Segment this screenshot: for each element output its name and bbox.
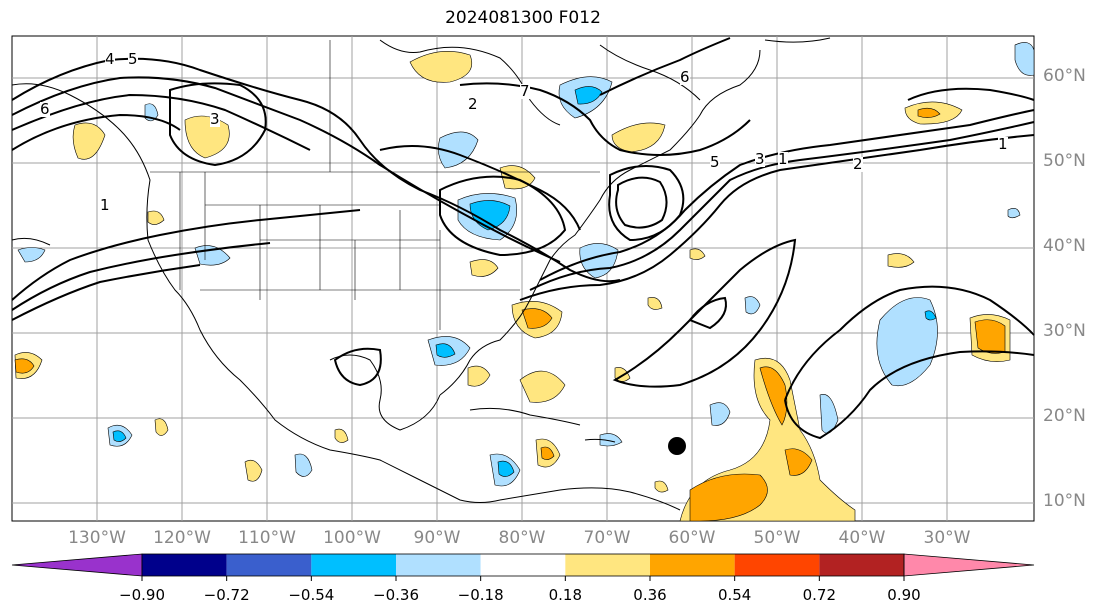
contour-label: 2: [468, 95, 478, 113]
lon-label-110w: 110°W: [238, 528, 296, 548]
positive-anomaly-patch: [409, 51, 473, 83]
colorbar-tick-label: 0.72: [802, 586, 837, 604]
colorbar-segment: [480, 554, 566, 576]
colorbar-tick-label: −0.72: [203, 586, 250, 604]
contour-label: 1: [100, 196, 110, 214]
negative-anomaly-patch: [497, 460, 515, 477]
lon-label-130w: 130°W: [68, 528, 126, 548]
contour-label: 3: [755, 150, 765, 168]
contour-label: 1: [998, 135, 1008, 153]
contour-label: 6: [680, 68, 690, 86]
positive-anomaly-patch: [689, 248, 706, 260]
negative-anomaly-patch: [876, 297, 938, 387]
positive-anomaly-patch: [917, 107, 941, 118]
lon-label-60w: 60°W: [668, 528, 716, 548]
negative-anomaly-patch: [112, 430, 127, 442]
storm-center-marker: [668, 437, 686, 455]
colorbar-segment: [396, 554, 481, 576]
lat-label-40n: 40°N: [1043, 236, 1086, 256]
positive-anomaly-patch: [654, 480, 669, 493]
lat-label-30n: 30°N: [1043, 321, 1086, 341]
colorbar-extend-high: [903, 553, 1035, 577]
colorbar-tick-label: 0.18: [548, 586, 583, 604]
positive-anomaly-patch: [647, 297, 663, 310]
coastlines: [11, 37, 831, 511]
positive-anomaly-patch: [334, 428, 349, 443]
contour-label: 1: [778, 150, 788, 168]
positive-anomaly-patch: [611, 122, 666, 153]
colorbar-tick-label: −0.36: [373, 586, 419, 604]
contour-label: 2: [853, 155, 863, 173]
colorbar-tick-label: 0.54: [717, 586, 752, 604]
negative-anomaly-patch: [819, 393, 839, 434]
colorbar-segment: [650, 554, 735, 576]
positive-anomaly-patch: [72, 122, 106, 160]
anomaly-shading: [14, 42, 1035, 522]
colorbar-tick-label: −0.54: [288, 586, 335, 604]
lon-label-100w: 100°W: [323, 528, 381, 548]
positive-anomaly-patch: [689, 473, 768, 522]
colorbar-segment: [226, 554, 312, 576]
positive-anomaly-patch: [519, 370, 566, 403]
lat-label-50n: 50°N: [1043, 151, 1086, 171]
colorbar-extend-low: [11, 553, 143, 577]
colorbar-tick-label: −0.18: [457, 586, 504, 604]
graticule: [12, 36, 1034, 521]
contour-label: 5: [710, 153, 720, 171]
negative-anomaly-patch: [294, 453, 313, 477]
negative-anomaly-patch: [924, 310, 937, 321]
map-title: 2024081300 F012: [445, 8, 601, 28]
lat-label-10n: 10°N: [1043, 491, 1086, 511]
colorbar-tick-label: 0.36: [633, 586, 667, 604]
negative-anomaly-patch: [17, 247, 46, 263]
colorbar-segment: [819, 554, 904, 576]
positive-anomaly-patch: [467, 365, 491, 387]
contour-label: 3: [210, 110, 220, 128]
lon-label-30w: 30°W: [923, 528, 971, 548]
colorbar-tick-label: 0.90: [887, 586, 921, 604]
negative-anomaly-patch: [709, 402, 731, 426]
positive-anomaly-patch: [974, 319, 1006, 354]
positive-anomaly-patch: [244, 459, 263, 482]
positive-anomaly-patch: [147, 210, 165, 225]
contour-label: 5: [128, 50, 138, 68]
positive-anomaly-patch: [469, 259, 499, 277]
positive-anomaly-patch: [14, 358, 35, 374]
colorbar-segment: [734, 554, 820, 576]
lat-label-20n: 20°N: [1043, 406, 1086, 426]
colorbar: [11, 553, 1035, 581]
lon-label-40w: 40°W: [838, 528, 886, 548]
lon-label-90w: 90°W: [413, 528, 461, 548]
negative-anomaly-patch: [435, 343, 456, 358]
negative-anomaly-patch: [1014, 42, 1035, 76]
contour-label: 4: [105, 50, 115, 68]
positive-anomaly-patch: [521, 308, 553, 329]
lon-label-70w: 70°W: [583, 528, 631, 548]
negative-anomaly-patch: [574, 86, 603, 105]
negative-anomaly-patch: [438, 131, 479, 169]
colorbar-segment: [311, 554, 396, 576]
lat-label-60n: 60°N: [1043, 66, 1086, 86]
lon-label-80w: 80°W: [498, 528, 546, 548]
positive-anomaly-patch: [540, 446, 555, 460]
colorbar-segment: [142, 554, 227, 576]
negative-anomaly-patch: [599, 433, 623, 447]
positive-anomaly-patch: [887, 253, 915, 268]
map-frame: [11, 35, 1035, 522]
positive-anomaly-patch: [784, 448, 813, 476]
contour-label: 7: [520, 82, 530, 100]
lon-label-120w: 120°W: [153, 528, 211, 548]
negative-anomaly-patch: [744, 296, 761, 315]
contour-label: 6: [40, 100, 50, 118]
colorbar-tick-label: −0.90: [119, 586, 165, 604]
lon-label-50w: 50°W: [753, 528, 801, 548]
negative-anomaly-patch: [1007, 208, 1021, 219]
colorbar-segment: [565, 554, 650, 576]
positive-anomaly-patch: [154, 418, 169, 436]
